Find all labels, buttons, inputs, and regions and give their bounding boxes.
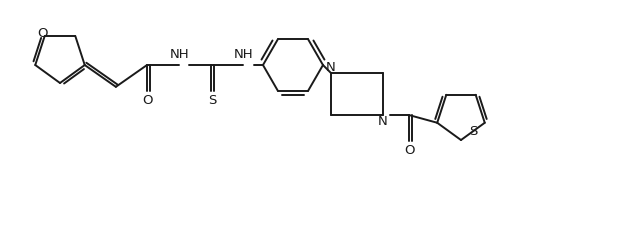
Text: O: O [405,144,415,157]
Text: O: O [143,93,153,107]
Text: NH: NH [170,48,190,60]
Text: N: N [326,60,336,74]
Text: S: S [469,125,477,138]
Text: N: N [378,114,388,128]
Text: O: O [38,27,48,40]
Text: NH: NH [234,48,254,60]
Text: S: S [208,93,216,107]
